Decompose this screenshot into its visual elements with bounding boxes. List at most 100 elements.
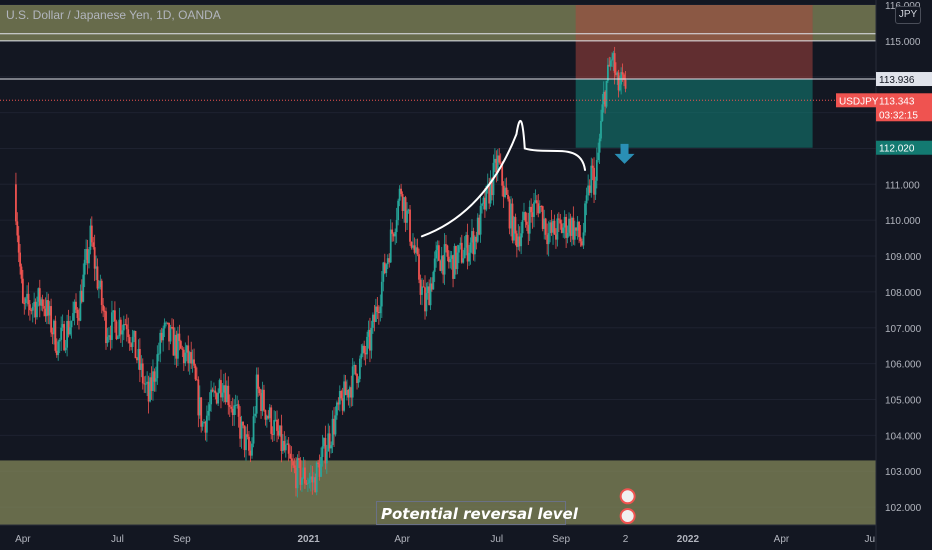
candle-body bbox=[47, 300, 50, 316]
candle-body bbox=[196, 379, 198, 381]
candle-body bbox=[601, 104, 604, 121]
candle-body bbox=[618, 84, 621, 91]
candle-body bbox=[292, 461, 294, 466]
candle-body bbox=[351, 366, 354, 398]
candle-body bbox=[69, 327, 71, 335]
candle-body bbox=[108, 335, 110, 337]
currency-badge[interactable]: JPY bbox=[895, 6, 921, 24]
candle-body bbox=[455, 246, 457, 270]
take-profit-zone[interactable] bbox=[575, 79, 813, 148]
candle-body bbox=[320, 457, 322, 477]
candle-body bbox=[436, 245, 439, 251]
candle-body bbox=[587, 185, 590, 196]
candle-body bbox=[51, 332, 54, 335]
candle-body bbox=[605, 80, 608, 107]
candle-body bbox=[372, 314, 374, 328]
candle-body bbox=[425, 293, 428, 312]
supply-demand-zone[interactable] bbox=[0, 460, 876, 525]
candle-body bbox=[80, 290, 83, 302]
candle-body bbox=[578, 221, 580, 238]
price-axis[interactable]: 116.000115.000113.936113.34303:32:15USDJ… bbox=[836, 0, 932, 550]
candle-body bbox=[388, 258, 391, 263]
chart-symbol-title: U.S. Dollar / Japanese Yen, 1D, OANDA bbox=[6, 8, 221, 22]
candle-body bbox=[31, 306, 34, 311]
candle-body bbox=[109, 335, 112, 340]
economic-event-icon[interactable] bbox=[619, 488, 636, 505]
candle-body bbox=[429, 283, 432, 306]
price-tick-label: 111.000 bbox=[885, 180, 920, 191]
candle-body bbox=[504, 187, 507, 198]
candle-body bbox=[86, 248, 89, 264]
candle-body bbox=[445, 244, 447, 246]
candle-body bbox=[324, 438, 327, 464]
candle-body bbox=[600, 120, 602, 139]
candle-body bbox=[535, 200, 538, 204]
candle-body bbox=[236, 404, 239, 406]
candle-body bbox=[385, 264, 388, 274]
candle-body bbox=[293, 465, 296, 468]
candle-body bbox=[17, 235, 20, 253]
down-arrow-icon[interactable] bbox=[614, 143, 635, 164]
symbol-tag[interactable] bbox=[836, 93, 876, 108]
candle-body bbox=[541, 206, 544, 229]
candle-body bbox=[407, 209, 410, 211]
candle-body bbox=[53, 320, 55, 335]
candle-body bbox=[498, 155, 501, 163]
stop-loss-zone[interactable] bbox=[575, 5, 813, 80]
candle-body bbox=[481, 203, 483, 206]
candle-body bbox=[412, 245, 414, 248]
candle-body bbox=[115, 321, 118, 340]
candle-body bbox=[588, 185, 591, 193]
candle-body bbox=[392, 233, 395, 237]
candle-body bbox=[67, 320, 70, 335]
candle-body bbox=[24, 298, 27, 304]
candle-body bbox=[181, 348, 184, 350]
candle-body bbox=[530, 206, 533, 213]
candle-body bbox=[400, 188, 403, 195]
candle-body bbox=[338, 391, 341, 405]
candle-body bbox=[273, 420, 276, 435]
candle-body bbox=[594, 180, 597, 195]
candle-body bbox=[418, 254, 420, 280]
candle-body bbox=[163, 322, 166, 329]
candle-body bbox=[565, 216, 568, 238]
candle-body bbox=[543, 218, 546, 229]
candle-body bbox=[224, 385, 227, 403]
candle-body bbox=[153, 371, 156, 382]
candle-body bbox=[287, 443, 290, 454]
time-tick-label: 2022 bbox=[677, 534, 700, 545]
price-tick-label: 103.000 bbox=[885, 467, 922, 478]
candle-body bbox=[452, 255, 454, 279]
candle-body bbox=[510, 203, 512, 229]
candle-body bbox=[121, 330, 124, 335]
candle-body bbox=[116, 336, 119, 340]
candle-body bbox=[431, 283, 433, 290]
candle-body bbox=[318, 464, 321, 477]
reversal-annotation-label[interactable]: Potential reversal level bbox=[376, 501, 578, 525]
candle-body bbox=[57, 341, 60, 356]
candle-body bbox=[406, 210, 408, 223]
candle-body bbox=[553, 220, 556, 235]
candle-body bbox=[222, 385, 225, 393]
candle-body bbox=[437, 245, 440, 261]
candle-body bbox=[435, 250, 437, 259]
time-axis[interactable]: Apr Jul Sep 2021 Apr Jul Sep 2 2022 Apr Ju bbox=[0, 524, 876, 545]
candle-body bbox=[58, 339, 61, 342]
candle-body bbox=[26, 293, 28, 299]
candle-body bbox=[21, 278, 24, 304]
economic-event-icon[interactable] bbox=[619, 508, 636, 525]
candle-body bbox=[214, 390, 217, 394]
candle-body bbox=[98, 287, 100, 289]
candle-body bbox=[239, 416, 241, 439]
candle-body bbox=[66, 320, 68, 348]
candle-body bbox=[227, 385, 230, 406]
candle-body bbox=[220, 380, 222, 398]
candle-body bbox=[518, 236, 521, 247]
hand-drawn-curve[interactable] bbox=[420, 119, 587, 238]
candle-body bbox=[343, 381, 346, 411]
candle-body bbox=[462, 258, 465, 263]
candle-body bbox=[443, 244, 446, 275]
candle-body bbox=[40, 299, 43, 306]
time-tick-label: 2 bbox=[623, 534, 629, 545]
